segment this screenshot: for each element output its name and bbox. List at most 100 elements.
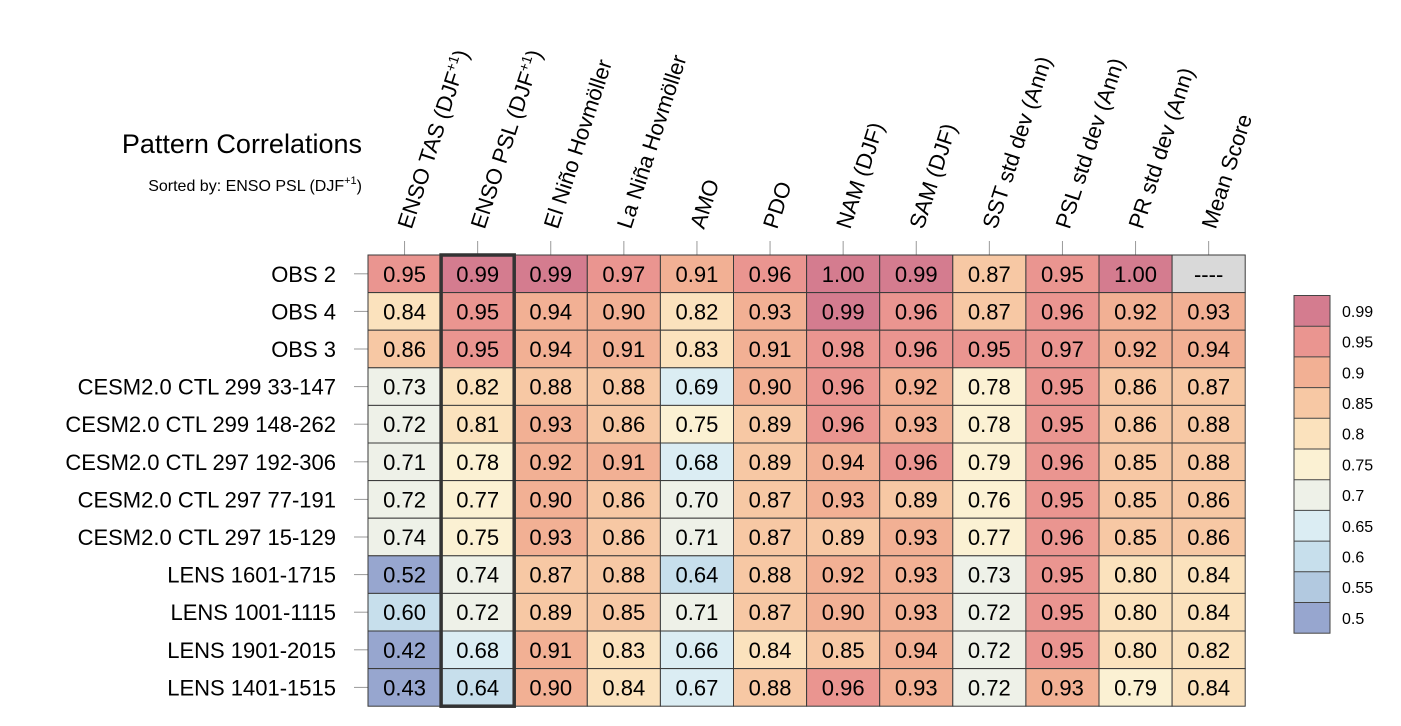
cell-value-label: 0.73: [968, 563, 1011, 588]
cell-value-label: 1.00: [822, 262, 865, 287]
colorbar-tick-label: 0.85: [1342, 396, 1373, 413]
heatmap-cell: [952, 630, 1027, 670]
cell-value-label: 0.94: [822, 450, 865, 475]
cell-value-label: 0.67: [676, 675, 719, 700]
chart-subtitle: Sorted by: ENSO PSL (DJF+1): [148, 175, 362, 195]
heatmap-cell: [1098, 630, 1173, 670]
cell-value-label: 0.85: [602, 600, 645, 625]
cell-value-label: 0.71: [383, 450, 426, 475]
row-labels: OBS 2 OBS 4 OBS 3 CESM2.0 CTL 299 33-147 CES…: [65, 262, 368, 700]
cell-value-label: 0.90: [529, 487, 572, 512]
cell-value-label: 0.82: [1187, 638, 1230, 663]
cell-value-label: 0.89: [529, 600, 572, 625]
cell-value-label: 0.78: [968, 412, 1011, 437]
cell-value-label: 1.00: [1114, 262, 1157, 287]
cell-value-label: 0.72: [968, 638, 1011, 663]
cell-value-label: 0.92: [822, 563, 865, 588]
cell-value-label: 0.93: [529, 412, 572, 437]
cell-value-label: 0.76: [968, 487, 1011, 512]
heatmap-cell: [1171, 329, 1246, 369]
cell-value-label: 0.89: [822, 525, 865, 550]
row-label: OBS 2: [271, 262, 336, 287]
cell-value-label: 0.95: [1041, 638, 1084, 663]
heatmap-cell: [440, 254, 515, 294]
cell-value-label: 0.85: [1114, 487, 1157, 512]
cell-value-label: 0.72: [968, 675, 1011, 700]
colorbar-legend: 0.5 0.55 0.6 0.65 0.7 0.75 0.8 0.85 0.9 0.95 0.99: [1293, 295, 1373, 634]
cell-value-label: 0.92: [1114, 299, 1157, 324]
colorbar-swatch: [1294, 510, 1330, 542]
sorted-column-box: [439, 253, 516, 708]
heatmap-cell: [806, 630, 881, 670]
cell-value-label: 0.85: [1114, 525, 1157, 550]
cell-value-label: 0.87: [749, 525, 792, 550]
heatmap-cell: [586, 254, 661, 294]
cell-value-label: 0.90: [529, 675, 572, 700]
heatmap-cell: [1171, 517, 1246, 557]
row-label: CESM2.0 CTL 299 33-147: [78, 375, 336, 400]
heatmap-cell: [879, 442, 954, 482]
column-header: PDO: [758, 178, 797, 231]
cell-value-label: 0.84: [749, 638, 792, 663]
heatmap-cell: [1098, 367, 1173, 406]
cell-value-label: 0.96: [1041, 299, 1084, 324]
cell-value-label: 0.84: [1187, 563, 1230, 588]
cell-value-label: 0.91: [602, 337, 645, 362]
cell-value-label: 0.80: [1114, 563, 1157, 588]
column-header: NAM (DJF): [831, 119, 889, 231]
cell-value-label: 0.98: [822, 337, 865, 362]
cell-value-label: 0.88: [602, 563, 645, 588]
cell-value-label: 0.84: [383, 299, 426, 324]
row-label: CESM2.0 CTL 297 192-306: [65, 450, 336, 475]
heatmap-cell: [1171, 292, 1246, 331]
cell-value-label: 0.87: [749, 487, 792, 512]
heatmap-cell: [659, 517, 735, 557]
heatmap-cell: [513, 254, 588, 294]
cell-value-label: 0.96: [822, 675, 865, 700]
heatmap-cell: [513, 292, 588, 331]
cell-value-label: 0.74: [456, 563, 499, 588]
heatmap-cell: [1171, 254, 1246, 294]
cell-value-label: 0.96: [895, 299, 938, 324]
cell-value-label: 0.77: [456, 487, 499, 512]
cell-value-label: 0.43: [383, 675, 426, 700]
heatmap-cell: [440, 404, 515, 444]
cell-value-label: 0.93: [895, 600, 938, 625]
heatmap-cell: [879, 480, 954, 519]
column-header: Mean Score: [1197, 111, 1257, 232]
cell-value-label: 0.90: [822, 600, 865, 625]
cell-value-label: 0.97: [602, 262, 645, 287]
heatmap-cell: [879, 367, 954, 406]
cell-value-label: 0.95: [383, 262, 426, 287]
heatmap-cell: [513, 367, 588, 406]
cell-value-label: 0.93: [895, 525, 938, 550]
cell-value-label: 0.89: [895, 487, 938, 512]
column-header: ENSO TAS (DJF+1): [392, 46, 474, 231]
heatmap-cell: [1025, 367, 1100, 406]
cell-value-label: 0.91: [529, 638, 572, 663]
heatmap-cell: [1171, 592, 1246, 632]
colorbar-tick-label: 0.95: [1342, 335, 1373, 352]
cell-value-label: ----: [1194, 262, 1223, 287]
column-header: SAM (DJF): [904, 120, 961, 231]
cell-value-label: 0.87: [968, 299, 1011, 324]
heatmap-cell: [659, 404, 735, 444]
row-label: OBS 3: [271, 337, 336, 362]
cell-value-label: 0.95: [1041, 375, 1084, 400]
heatmap-cell: [733, 555, 808, 594]
colorbar-tick-label: 0.55: [1342, 580, 1373, 597]
column-header: La Niña Hovmöller: [612, 52, 692, 232]
cell-value-label: 0.93: [749, 299, 792, 324]
cell-value-label: 0.87: [1187, 375, 1230, 400]
cell-value-label: 0.86: [1187, 487, 1230, 512]
heatmap-cell: [952, 254, 1027, 294]
heatmap-cell: [733, 404, 808, 444]
heatmap-cell: [879, 292, 954, 331]
heatmap-cell: [952, 292, 1027, 331]
heatmap-cell: [1025, 668, 1100, 707]
heatmap-cell: [952, 555, 1027, 594]
cell-value-label: 0.95: [1041, 262, 1084, 287]
cell-value-label: 0.80: [1114, 638, 1157, 663]
cell-value-label: 0.91: [676, 262, 719, 287]
colorbar-swatch: [1294, 295, 1330, 327]
